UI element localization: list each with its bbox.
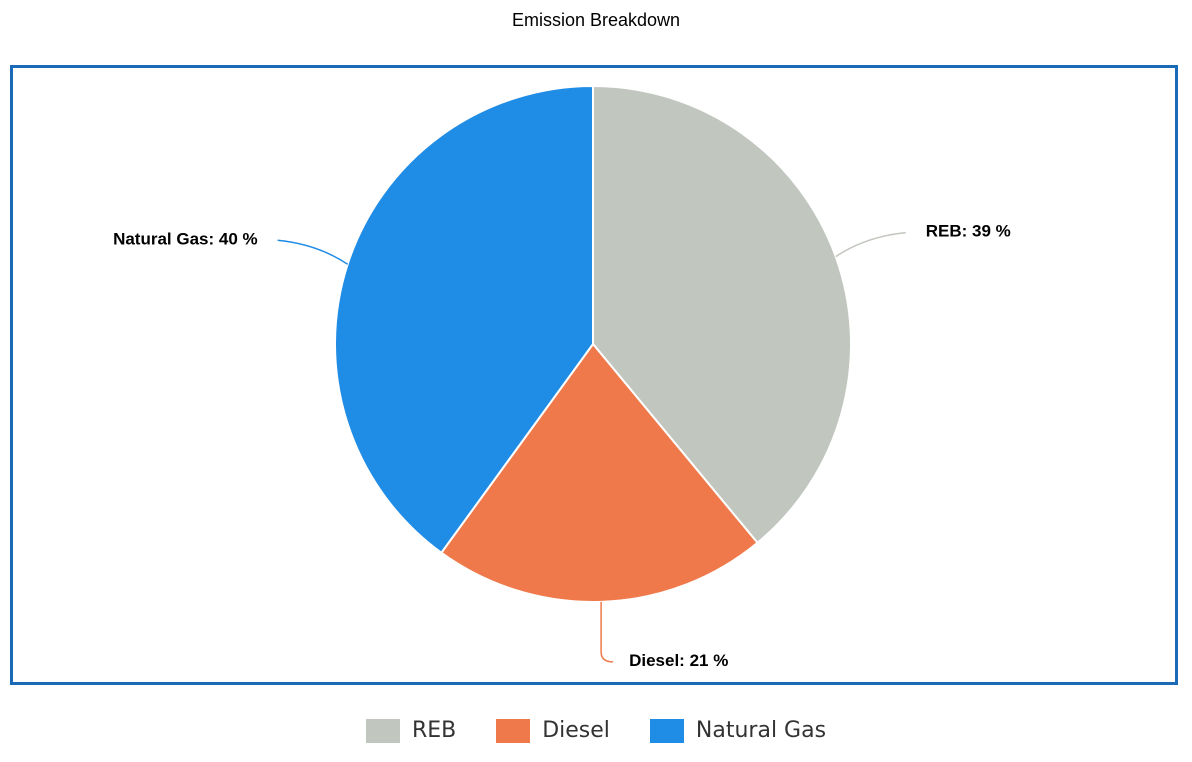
legend-item-natural-gas[interactable]: Natural Gas bbox=[649, 718, 827, 743]
legend-label-reb: REB bbox=[411, 718, 457, 743]
leader-line-reb bbox=[835, 231, 906, 258]
legend-label-natural-gas: Natural Gas bbox=[695, 718, 827, 743]
legend-item-diesel[interactable]: Diesel bbox=[496, 718, 610, 743]
legend-swatch-diesel bbox=[496, 718, 531, 743]
legend-swatch-reb bbox=[365, 718, 400, 743]
legend-label-diesel: Diesel bbox=[542, 718, 610, 743]
plot-area bbox=[10, 65, 1178, 685]
leader-line-natural-gas bbox=[277, 239, 349, 265]
leader-line-diesel bbox=[600, 601, 614, 663]
pie-slice-natural-gas[interactable] bbox=[334, 84, 594, 555]
legend-swatch-natural-gas bbox=[649, 718, 684, 743]
slice-label-reb: REB: 39 % bbox=[926, 222, 1011, 241]
pie-slice-diesel[interactable] bbox=[439, 342, 759, 603]
slice-label-natural-gas: Natural Gas: 40 % bbox=[113, 229, 258, 248]
pie-slice-reb[interactable] bbox=[592, 84, 852, 545]
legend: REB Diesel Natural Gas bbox=[0, 718, 1192, 743]
chart-title: Emission Breakdown bbox=[511, 10, 681, 30]
slice-label-diesel: Diesel: 21 % bbox=[629, 651, 728, 670]
legend-item-reb[interactable]: REB bbox=[365, 718, 457, 743]
